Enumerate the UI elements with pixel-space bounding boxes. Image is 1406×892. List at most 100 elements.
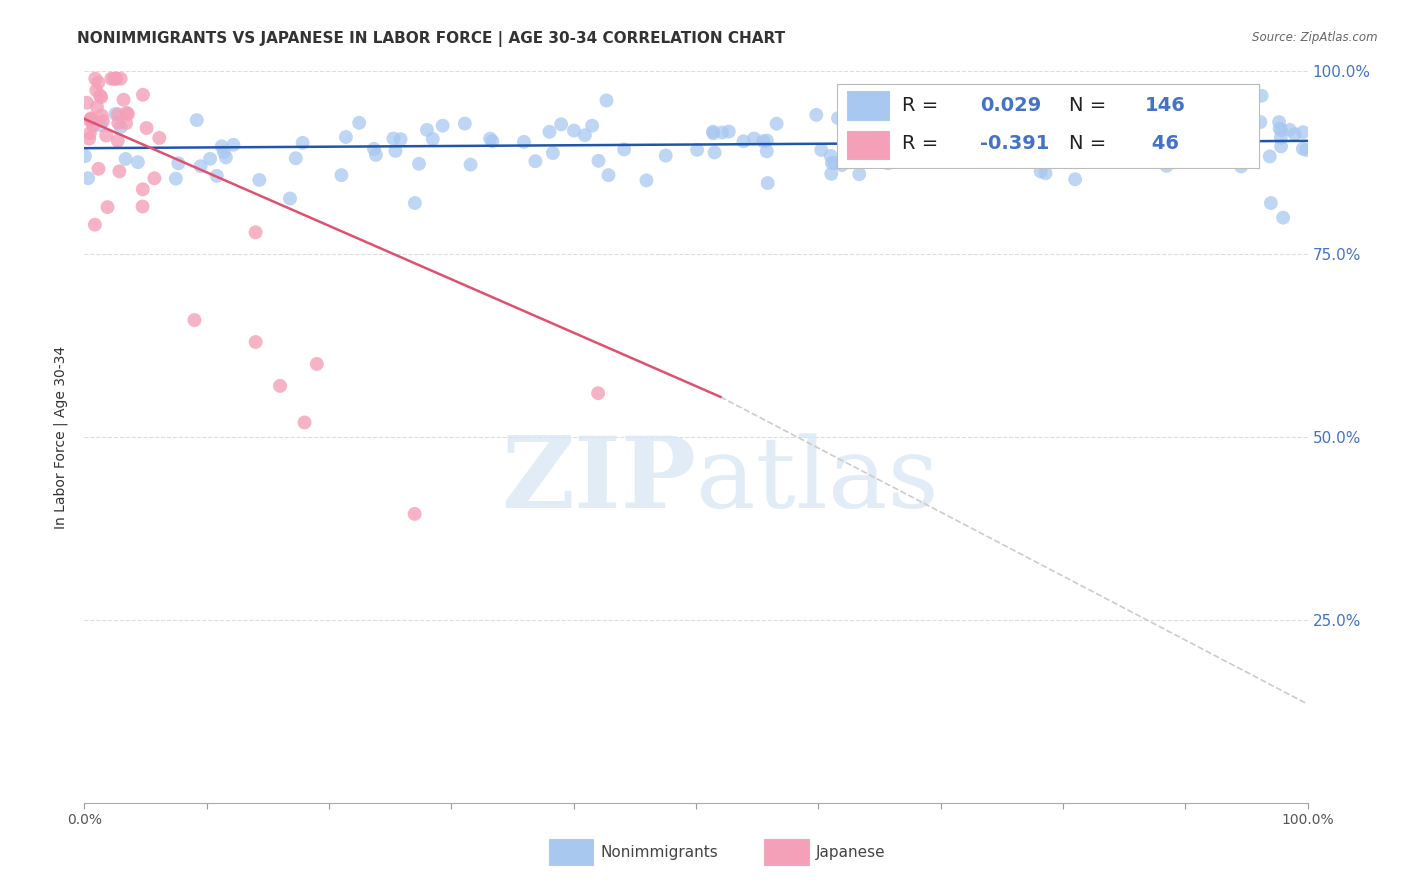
Point <box>1007 118 1029 132</box>
Point <box>107 107 129 121</box>
Point <box>245 334 267 349</box>
Point <box>143 171 166 186</box>
Point <box>820 149 842 163</box>
Point <box>1002 153 1025 167</box>
Point <box>76 95 98 110</box>
Point <box>132 87 155 102</box>
Point <box>574 128 596 143</box>
Point <box>198 152 221 166</box>
Point <box>112 93 135 107</box>
Point <box>702 125 724 139</box>
Point <box>1132 150 1154 164</box>
Text: Source: ZipAtlas.com: Source: ZipAtlas.com <box>1253 31 1378 45</box>
Point <box>1292 125 1315 139</box>
Point <box>752 134 775 148</box>
Point <box>131 199 153 213</box>
Point <box>1270 123 1292 137</box>
Point <box>1249 115 1271 129</box>
Point <box>87 75 110 89</box>
Point <box>108 164 131 178</box>
Point <box>110 71 132 86</box>
Point <box>1260 196 1282 211</box>
Point <box>883 124 905 138</box>
Point <box>586 386 609 401</box>
Point <box>278 192 301 206</box>
Point <box>1105 128 1128 143</box>
Point <box>127 155 149 169</box>
Point <box>115 106 138 120</box>
Point <box>80 112 103 126</box>
Point <box>211 139 233 153</box>
Text: Japanese: Japanese <box>815 845 886 860</box>
Point <box>654 148 676 162</box>
Point <box>96 200 118 214</box>
Point <box>247 173 270 187</box>
Point <box>1029 164 1052 178</box>
Text: ZIP: ZIP <box>501 433 696 530</box>
Point <box>1026 145 1049 160</box>
Point <box>404 507 426 521</box>
Point <box>810 143 832 157</box>
Point <box>1000 150 1022 164</box>
Point <box>524 154 547 169</box>
Point <box>330 168 353 182</box>
Point <box>481 134 503 148</box>
Point <box>335 130 357 145</box>
Point <box>148 131 170 145</box>
Point <box>117 107 139 121</box>
Point <box>347 116 370 130</box>
Point <box>1292 142 1315 156</box>
Point <box>1128 107 1150 121</box>
Point <box>90 90 112 104</box>
Point <box>877 156 900 170</box>
Point <box>1007 128 1029 142</box>
Point <box>1080 107 1102 121</box>
Point <box>702 126 724 140</box>
Point <box>1230 160 1253 174</box>
Point <box>83 218 105 232</box>
Point <box>820 167 842 181</box>
Point <box>581 119 603 133</box>
Point <box>962 112 984 127</box>
Point <box>742 131 765 145</box>
Point <box>77 131 100 145</box>
Point <box>884 110 907 124</box>
Point <box>756 176 779 190</box>
Point <box>384 144 406 158</box>
Point <box>269 379 291 393</box>
Point <box>1036 120 1059 135</box>
Point <box>1098 137 1121 152</box>
Y-axis label: In Labor Force | Age 30-34: In Labor Force | Age 30-34 <box>53 345 69 529</box>
Point <box>1270 139 1292 153</box>
Point <box>1118 130 1140 145</box>
Point <box>222 137 245 152</box>
Point <box>103 71 125 86</box>
Point <box>215 150 238 164</box>
Point <box>165 171 187 186</box>
Point <box>1116 119 1139 133</box>
Point <box>75 149 97 163</box>
Point <box>1137 101 1160 115</box>
Point <box>613 142 636 156</box>
Point <box>1272 211 1295 225</box>
Point <box>823 156 845 170</box>
Point <box>932 133 955 147</box>
Point <box>1107 142 1129 156</box>
Point <box>1112 123 1135 137</box>
Point <box>1230 140 1253 154</box>
Point <box>183 313 205 327</box>
Point <box>1278 123 1301 137</box>
Point <box>167 156 190 170</box>
Point <box>711 126 734 140</box>
Point <box>893 126 915 140</box>
Point <box>562 123 585 137</box>
Bar <box>550 839 593 865</box>
Point <box>890 136 912 151</box>
Point <box>1182 127 1205 141</box>
Point <box>541 146 564 161</box>
Point <box>1270 130 1292 145</box>
Text: atlas: atlas <box>696 434 939 529</box>
Point <box>186 113 208 128</box>
Point <box>82 119 104 133</box>
Point <box>755 134 778 148</box>
